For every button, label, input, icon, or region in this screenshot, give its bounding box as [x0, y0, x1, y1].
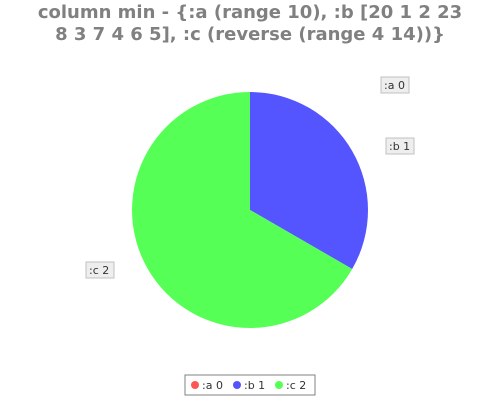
legend-item-c: :c 2 [286, 379, 306, 392]
legend-item-a: :a 0 [202, 379, 223, 392]
legend-swatch-c [275, 381, 283, 389]
slice-label-b: :b 1 [385, 137, 415, 155]
slice-label-a: :a 0 [380, 76, 410, 94]
slice-label-c-text: :c 2 [89, 264, 109, 277]
legend-swatch-a [191, 381, 199, 389]
pie-slice-b [250, 92, 368, 269]
pie-slices [132, 92, 368, 328]
slice-label-b-text: :b 1 [389, 140, 410, 153]
pie-slice-c [132, 92, 353, 328]
slice-label-c: :c 2 [85, 261, 115, 279]
chart-title: column min - {:a (range 10), :b [20 1 2 … [37, 2, 463, 45]
legend-swatch-b [233, 381, 241, 389]
legend-item-b: :b 1 [244, 379, 265, 392]
legend: :a 0 :b 1 :c 2 [184, 374, 316, 396]
slice-label-a-text: :a 0 [384, 79, 405, 92]
